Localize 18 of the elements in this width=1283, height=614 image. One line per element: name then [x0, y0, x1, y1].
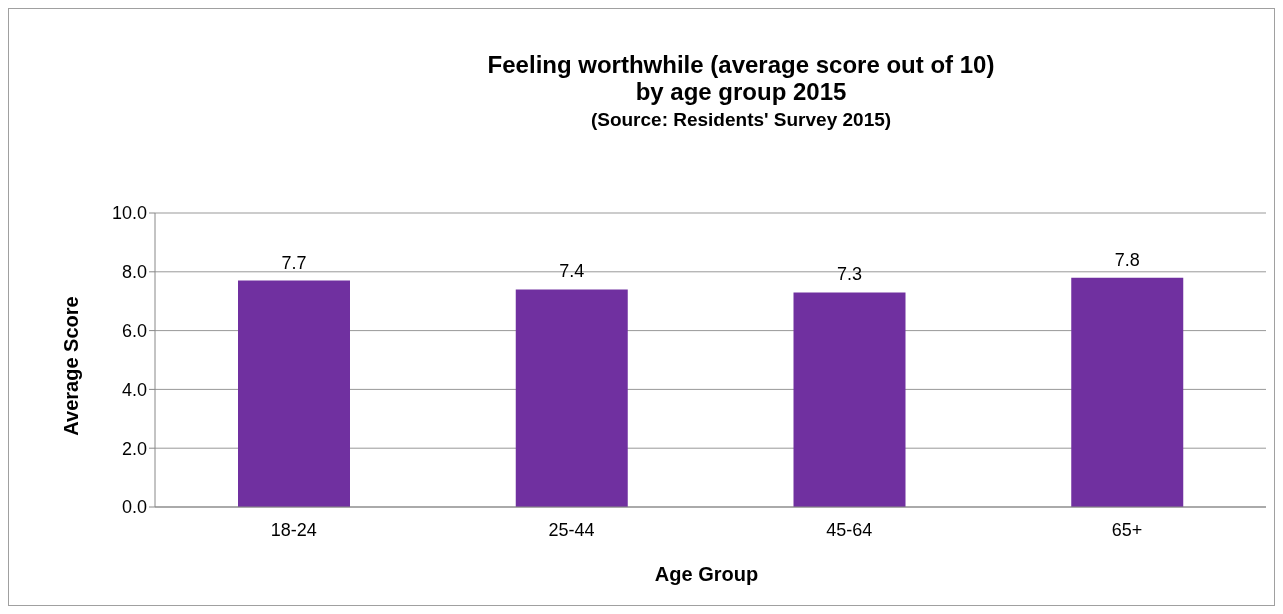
y-tick-label: 0.0	[121, 497, 147, 518]
y-axis-title: Average Score	[59, 296, 83, 436]
x-axis-title: Age Group	[653, 563, 760, 586]
data-label: 7.3	[836, 264, 863, 285]
x-tick-label: 65+	[1111, 519, 1143, 540]
data-label: 7.8	[1114, 249, 1140, 270]
y-tick-label: 4.0	[121, 379, 147, 400]
y-tick-label: 6.0	[121, 320, 147, 341]
y-tick-label: 10.0	[111, 203, 147, 224]
x-tick-label: 18-24	[270, 519, 317, 540]
y-tick-label: 8.0	[121, 262, 147, 283]
x-tick-label: 45-64	[826, 519, 873, 540]
chart-subtitle: (Source: Residents' Survey 2015)	[589, 108, 893, 132]
x-tick-label: 25-44	[548, 519, 595, 540]
chart-title: Feeling worthwhile (average score out of 10) by age group 2015	[486, 51, 996, 105]
y-tick-label: 2.0	[121, 438, 147, 459]
data-label: 7.7	[281, 252, 307, 273]
data-label: 7.4	[559, 261, 585, 282]
